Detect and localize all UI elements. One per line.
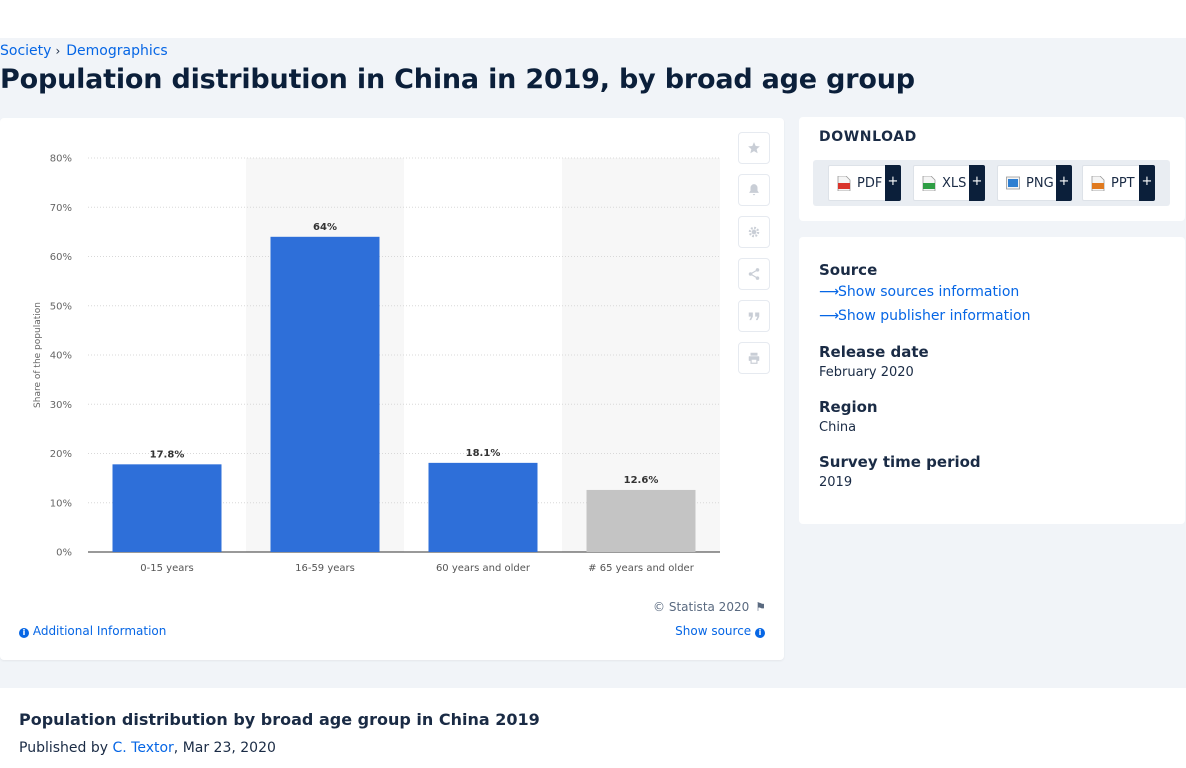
bar-chart: 0% 10% 20% 30% 40% 50% 60% 70% 80% Share of the p… [33, 154, 720, 574]
show-sources-link[interactable]: ⟶Show sources information [819, 284, 1019, 300]
show-publisher-link[interactable]: ⟶Show publisher information [819, 308, 1030, 324]
download-title: DOWNLOAD [819, 129, 917, 145]
share-button[interactable] [738, 258, 770, 290]
breadcrumb-separator: › [55, 44, 61, 58]
data-label: 17.8% [150, 449, 185, 460]
download-pdf-plus[interactable]: + [885, 165, 901, 201]
data-label: 18.1% [466, 448, 501, 459]
download-ppt-plus[interactable]: + [1139, 165, 1155, 201]
png-file-icon [1006, 176, 1020, 189]
show-publisher-label: Show publisher information [838, 308, 1031, 324]
bar[interactable] [586, 489, 696, 552]
share-icon [748, 268, 760, 280]
region-label: Region [819, 398, 878, 416]
y-tick-label: 30% [50, 400, 72, 411]
source-label: Source [819, 261, 878, 279]
gear-icon [748, 226, 760, 238]
download-xls-plus[interactable]: + [969, 165, 985, 201]
additional-information-label: Additional Information [32, 624, 167, 638]
y-tick-label: 0% [56, 548, 72, 559]
download-xls-button[interactable]: XLS + [913, 165, 985, 201]
download-pdf-button[interactable]: PDF + [828, 165, 901, 201]
release-date-value: February 2020 [819, 365, 914, 380]
download-png-label: PNG [1026, 175, 1054, 191]
x-tick-label: 16-59 years [295, 563, 355, 574]
y-tick-label: 70% [50, 203, 72, 214]
star-icon [748, 142, 760, 154]
print-icon [748, 352, 760, 364]
print-button[interactable] [738, 342, 770, 374]
notification-button[interactable] [738, 174, 770, 206]
published-prefix: Published by [19, 740, 109, 756]
ppt-file-icon [1091, 175, 1105, 191]
y-axis-label: Share of the population [33, 302, 43, 408]
download-ppt-label: PPT [1111, 175, 1135, 191]
download-pdf-label: PDF [857, 175, 883, 191]
published-date: , Mar 23, 2020 [173, 740, 276, 756]
download-panel: DOWNLOAD PDF + XLS + PNG + PPT + [799, 117, 1185, 221]
page-title: Population distribution in China in 2019… [0, 64, 915, 95]
x-tick-label: 0-15 years [140, 563, 193, 574]
region-value: China [819, 420, 857, 435]
bar[interactable] [112, 464, 222, 552]
download-buttons: PDF + XLS + PNG + PPT + [813, 160, 1170, 206]
x-tick-label: 60 years and older [436, 563, 531, 574]
additional-information-link[interactable]: i Additional Information [19, 624, 166, 638]
download-ppt-button[interactable]: PPT + [1082, 165, 1155, 201]
arrow-right-icon: ⟶ [819, 308, 840, 324]
survey-period-value: 2019 [819, 475, 853, 490]
y-tick-label: 40% [50, 351, 72, 362]
published-by: Published by C. Textor, Mar 23, 2020 [19, 740, 276, 756]
settings-button[interactable] [738, 216, 770, 248]
info-icon: i [755, 628, 765, 638]
description-title: Population distribution by broad age gro… [19, 710, 540, 729]
download-png-button[interactable]: PNG + [997, 165, 1072, 201]
statistic-details-panel: Source ⟶Show sources information ⟶Show p… [799, 237, 1185, 524]
pdf-file-icon [837, 175, 851, 191]
bar[interactable] [428, 462, 538, 552]
breadcrumb: Society › Demographics [0, 43, 168, 59]
favorite-button[interactable] [738, 132, 770, 164]
cite-button[interactable] [738, 300, 770, 332]
data-label: 12.6% [624, 475, 659, 486]
description-section: Population distribution by broad age gro… [0, 688, 1186, 768]
download-xls-label: XLS [942, 175, 967, 191]
y-tick-label: 60% [50, 252, 72, 263]
arrow-right-icon: ⟶ [819, 284, 840, 300]
data-label: 64% [313, 222, 337, 233]
x-tick-label: # 65 years and older [588, 563, 695, 574]
y-tick-label: 10% [50, 498, 72, 509]
xls-file-icon [922, 175, 936, 191]
flag-icon[interactable]: ⚑ [755, 600, 766, 614]
quote-icon [748, 312, 760, 321]
info-icon: i [19, 628, 29, 638]
y-tick-label: 80% [50, 154, 72, 165]
copyright-text: © Statista 2020 [653, 600, 750, 614]
y-tick-label: 50% [50, 301, 72, 312]
y-tick-label: 20% [50, 449, 72, 460]
bar[interactable] [270, 236, 380, 553]
bell-icon [749, 184, 759, 196]
show-source-link[interactable]: Show source i [675, 624, 765, 638]
author-link[interactable]: C. Textor [112, 740, 174, 756]
breadcrumb-item-society[interactable]: Society [0, 43, 52, 59]
chart-toolbar [738, 132, 772, 384]
breadcrumb-item-demographics[interactable]: Demographics [66, 43, 168, 59]
download-png-plus[interactable]: + [1056, 165, 1072, 201]
show-sources-label: Show sources information [838, 284, 1020, 300]
release-date-label: Release date [819, 343, 929, 361]
survey-period-label: Survey time period [819, 453, 981, 471]
top-header-band [0, 0, 1186, 38]
copyright-notice: © Statista 2020 ⚑ [653, 600, 766, 614]
show-source-label: Show source [675, 624, 752, 638]
chart-card: 0% 10% 20% 30% 40% 50% 60% 70% 80% Share of the p… [0, 118, 784, 660]
